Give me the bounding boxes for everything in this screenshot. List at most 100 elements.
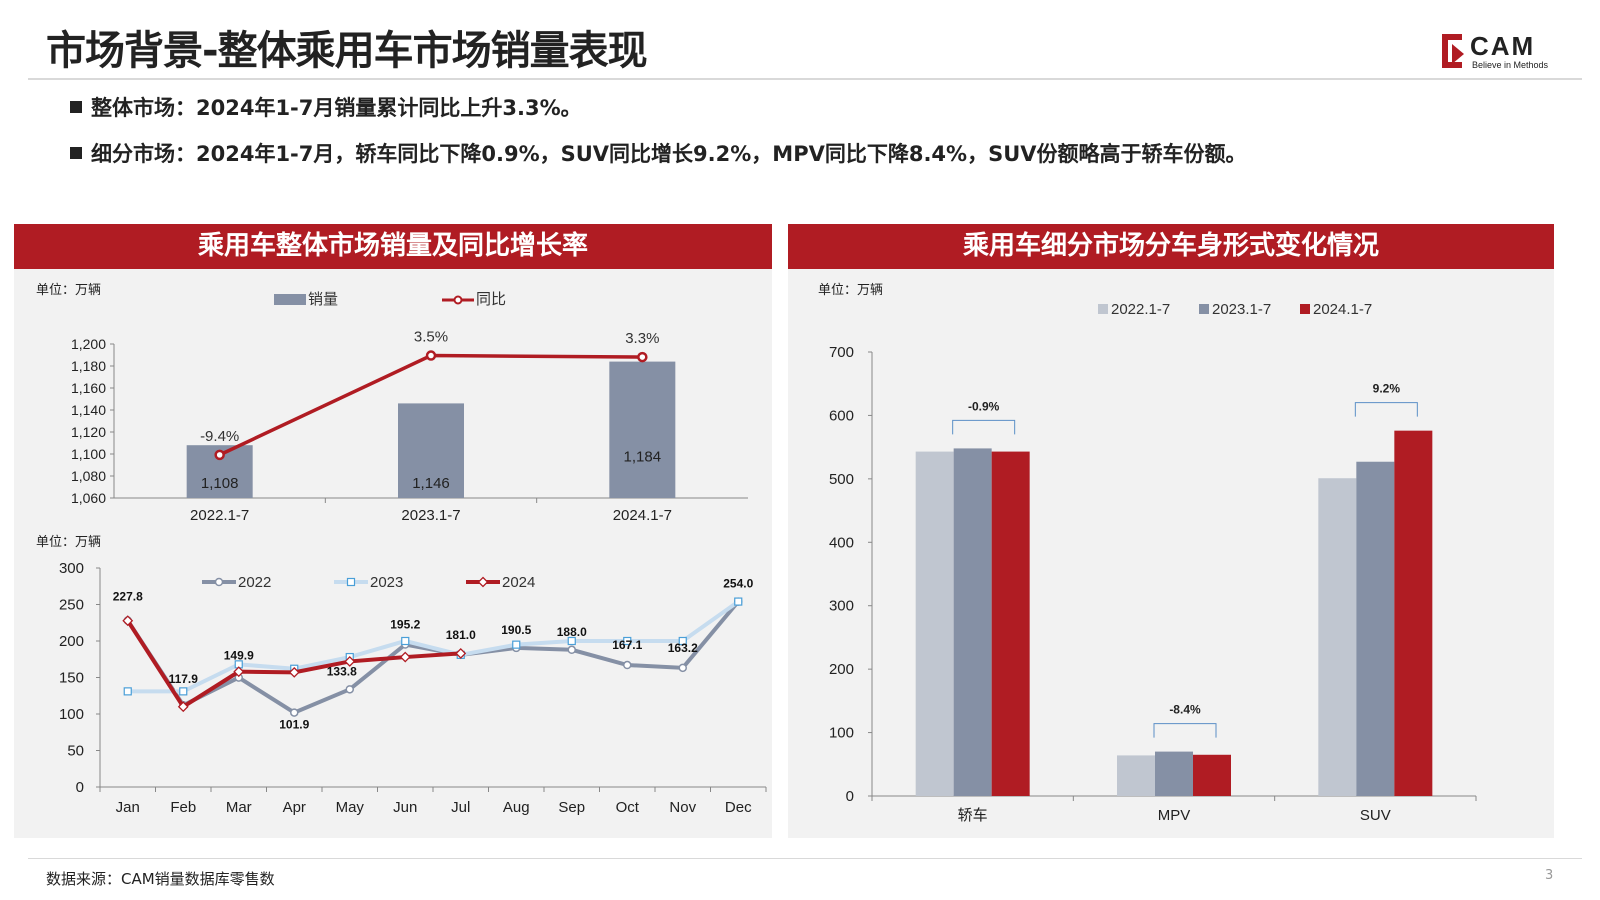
bullet-overall: 整体市场：2024年1-7月销量累计同比上升3.3%。 (70, 94, 1247, 140)
monthly-unit-label: 单位：万辆 (36, 534, 101, 549)
page-number: 3 (1545, 868, 1554, 883)
annual-y-tick-label: 1,200 (71, 336, 106, 352)
segment-y-tick-label: 400 (829, 534, 854, 551)
line-2023-marker (512, 640, 521, 649)
annual-sales-label: 1,108 (201, 475, 239, 492)
monthly-data-label: 163.2 (668, 641, 698, 655)
monthly-data-label: 181.0 (446, 628, 476, 642)
monthly-x-tick-label: Jul (451, 799, 470, 816)
monthly-data-label: 133.8 (327, 664, 357, 678)
segment-bar-2024.1-7 (1394, 430, 1433, 796)
monthly-x-tick-label: Nov (669, 799, 696, 816)
monthly-x-tick-label: May (336, 799, 365, 816)
annual-y-tick-label: 1,060 (71, 490, 106, 506)
segment-bar-2023.1-7 (1356, 461, 1395, 796)
annual-y-tick-label: 1,140 (71, 402, 106, 418)
monthly-y-tick-label: 300 (59, 560, 84, 577)
monthly-y-tick-label: 0 (76, 779, 84, 796)
segment-change-bracket (1354, 402, 1418, 417)
line-2024-marker (288, 666, 300, 678)
annual-unit-label: 单位：万辆 (36, 282, 101, 297)
right-panel-title: 乘用车细分市场分车身形式变化情况 (788, 224, 1554, 269)
segment-sales-chart: 单位：万辆 2022.1-7 2023.1-7 2024.1-7 0 100 200 300 4… (818, 282, 1477, 824)
segment-y-tick-label: 600 (829, 407, 854, 424)
monthly-data-label: 167.1 (612, 638, 642, 652)
annual-sales-label: 1,146 (412, 475, 450, 492)
left-panel: 乘用车整体市场销量及同比增长率 单位：万辆 销量 同比 1,060 1,080 1,100… (14, 224, 772, 838)
line-2023-marker (567, 636, 576, 646)
segment-y-tick-label: 200 (829, 661, 854, 678)
legend-swatch-sales (274, 294, 306, 305)
line-2024-marker (455, 647, 467, 659)
data-source: 数据来源：CAM销量数据库零售数 (46, 870, 275, 888)
line-2024-marker (344, 656, 356, 667)
line-2023-marker (623, 636, 632, 646)
annual-y-tick-label: 1,120 (71, 424, 106, 440)
segment-bar-2024.1-7 (1193, 754, 1231, 796)
segment-bar-2023.1-7 (953, 448, 992, 796)
summary-bullets: 整体市场：2024年1-7月销量累计同比上升3.3%。 细分市场：2024年1-… (70, 94, 1247, 186)
segment-change-bracket (1153, 723, 1217, 738)
monthly-data-label: 195.2 (390, 618, 420, 632)
monthly-x-tick-label: Apr (283, 799, 306, 816)
page-title: 市场背景-整体乘用车市场销量表现 (46, 28, 648, 74)
legend-label-2024: 2024 (502, 574, 535, 591)
line-2022-marker (290, 708, 299, 717)
legend-label-yoy: 同比 (476, 291, 506, 308)
logo-tagline: Believe in Methods (1472, 60, 1549, 70)
segment-x-tick-label: MPV (1158, 807, 1191, 824)
monthly-x-tick-label: Jun (393, 799, 417, 816)
line-2024-marker (122, 615, 134, 627)
left-panel-title: 乘用车整体市场销量及同比增长率 (14, 224, 772, 269)
monthly-y-tick-label: 150 (59, 670, 84, 687)
yoy-label: 3.3% (625, 330, 659, 347)
legend-swatch-2024.1-7 (1300, 304, 1310, 314)
monthly-data-label: 227.8 (113, 590, 143, 604)
annual-x-tick-label: 2022.1-7 (190, 507, 249, 524)
line-2023-marker (123, 687, 132, 696)
annual-y-tick-label: 1,160 (71, 380, 106, 396)
yoy-point (214, 449, 225, 461)
segment-bar-2024.1-7 (991, 451, 1030, 796)
segment-y-tick-label: 0 (846, 788, 854, 805)
monthly-x-tick-label: Aug (503, 799, 530, 816)
annual-sales-bar (609, 361, 676, 498)
monthly-data-label: 188.0 (557, 625, 587, 639)
line-2024-marker (233, 666, 245, 678)
monthly-x-tick-label: Jan (116, 799, 140, 816)
footer-divider (28, 858, 1582, 859)
segment-bar-2022.1-7 (1117, 755, 1155, 796)
logo-text: CAM (1470, 31, 1535, 61)
segment-change-label: 9.2% (1373, 382, 1401, 396)
line-2023-marker (734, 597, 743, 606)
bullet-overall-text: 整体市场：2024年1-7月销量累计同比上升3.3%。 (91, 96, 582, 120)
legend-label-2022.1-7: 2022.1-7 (1111, 301, 1170, 318)
legend-marker-yoy (453, 295, 463, 305)
segment-change-bracket (952, 419, 1016, 435)
legend-swatch-2023.1-7 (1199, 304, 1209, 314)
monthly-data-label: 190.5 (501, 623, 531, 637)
segment-bar-2022.1-7 (1318, 478, 1357, 796)
monthly-x-tick-label: Oct (616, 799, 640, 816)
annual-y-tick-label: 1,180 (71, 358, 106, 374)
segment-y-tick-label: 700 (829, 344, 854, 361)
monthly-x-tick-label: Mar (226, 799, 252, 816)
line-2022-marker (678, 663, 687, 673)
yoy-point (425, 350, 437, 361)
line-2023-marker (678, 636, 687, 646)
bullet-segment-text: 细分市场：2024年1-7月，轿车同比下降0.9%，SUV同比增长9.2%，MP… (91, 142, 1247, 166)
legend-label-2022: 2022 (238, 574, 271, 591)
segment-y-tick-label: 100 (829, 725, 854, 742)
annual-x-tick-label: 2023.1-7 (401, 507, 460, 524)
annual-x-tick-label: 2024.1-7 (613, 507, 672, 524)
annual-sales-label: 1,184 (624, 449, 662, 466)
monthly-y-tick-label: 100 (59, 706, 84, 723)
annual-y-tick-label: 1,100 (71, 446, 106, 462)
monthly-y-tick-label: 250 (59, 597, 84, 614)
legend-label-2023: 2023 (370, 574, 403, 591)
line-2024-marker (399, 651, 411, 663)
legend-marker-2024 (477, 576, 489, 588)
line-2022-marker (345, 685, 354, 694)
segment-change-label: -0.9% (968, 399, 1000, 413)
